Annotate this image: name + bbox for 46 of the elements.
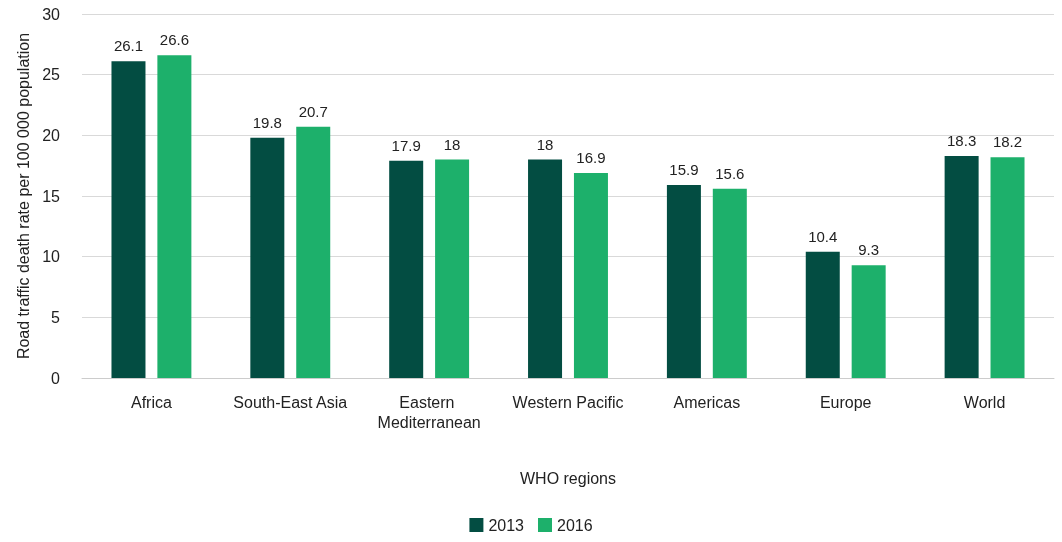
data-label: 18	[536, 135, 554, 153]
y-tick-label: 15	[42, 187, 61, 205]
bar	[990, 157, 1025, 378]
data-label: 20.7	[298, 102, 328, 120]
x-tick-label: Americas	[673, 393, 741, 411]
data-label: 18	[443, 135, 461, 153]
x-tick-label: Africa	[130, 393, 172, 411]
bar	[528, 159, 563, 378]
legend-label: 2016	[557, 516, 593, 534]
bar	[666, 185, 701, 378]
bar	[111, 61, 146, 378]
data-label: 16.9	[576, 148, 606, 166]
data-label: 17.9	[391, 136, 421, 154]
x-tick-label: South-East Asia	[233, 393, 348, 411]
x-tick-label: World	[963, 393, 1006, 411]
bar	[389, 160, 424, 378]
x-axis-title: WHO regions	[519, 469, 617, 487]
bar	[435, 159, 470, 378]
data-label: 15.6	[715, 164, 745, 182]
y-tick-label: 0	[51, 369, 61, 387]
legend-label: 2013	[488, 516, 525, 534]
bar	[296, 126, 331, 378]
data-label: 18.3	[947, 131, 977, 149]
y-tick-label: 5	[51, 308, 61, 326]
data-label: 19.8	[252, 113, 282, 131]
x-tick-label: Western Pacific	[512, 393, 624, 411]
data-label: 18.2	[992, 133, 1023, 151]
y-tick-label: 30	[42, 5, 61, 23]
bar	[851, 265, 886, 378]
bar	[944, 155, 979, 378]
bar	[573, 172, 608, 378]
y-tick-label: 25	[42, 66, 61, 84]
x-tick-label: Europe	[819, 393, 872, 411]
y-axis-title: Road traffic death rate per 100 000 population	[14, 32, 32, 360]
x-tick-label: Eastern Mediterranean	[377, 393, 481, 431]
data-label: 26.1	[113, 37, 144, 55]
data-label: 15.9	[669, 161, 699, 179]
bar	[805, 251, 840, 378]
data-label: 26.6	[159, 31, 189, 49]
data-label: 10.4	[808, 227, 838, 245]
bar	[712, 188, 747, 378]
bar	[250, 137, 285, 378]
data-label: 9.3	[858, 241, 880, 259]
y-tick-label: 20	[42, 126, 61, 144]
bar	[157, 55, 192, 378]
y-tick-label: 10	[42, 248, 61, 266]
